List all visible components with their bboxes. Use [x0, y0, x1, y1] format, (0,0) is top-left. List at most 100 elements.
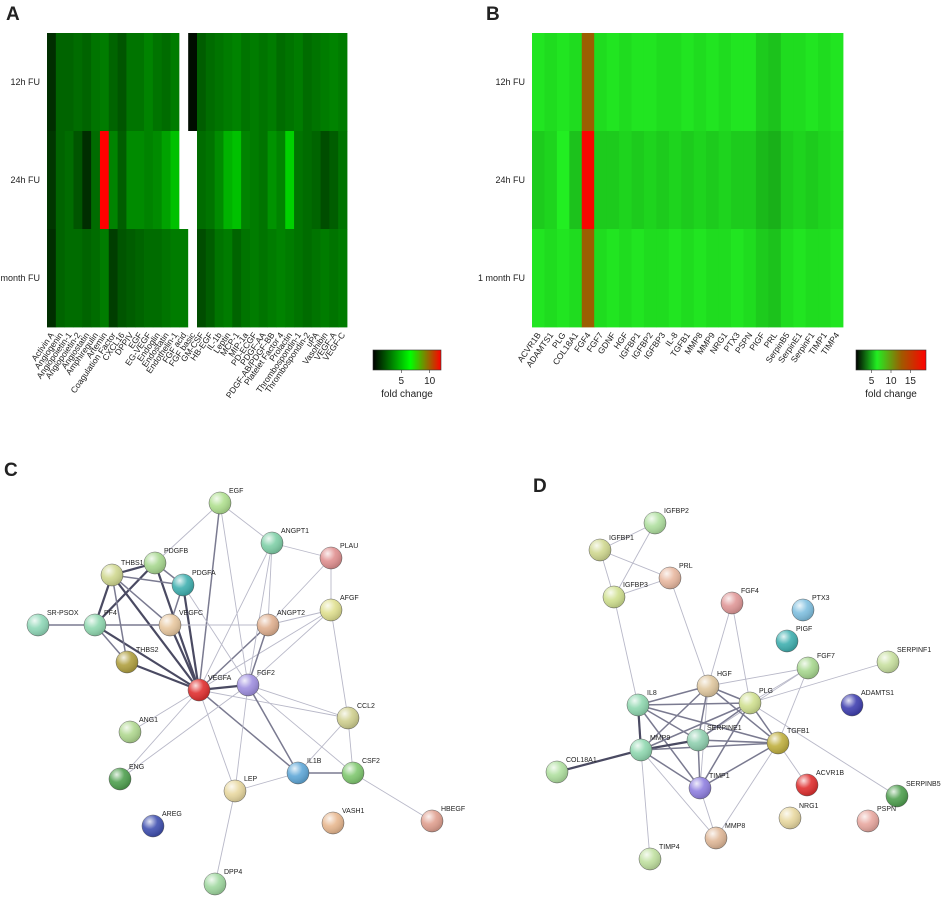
- edge: [330, 609, 349, 719]
- node-label: ACVR1B: [816, 770, 844, 777]
- heatmap-cell: [693, 33, 707, 132]
- heatmap-cell: [681, 131, 695, 230]
- node-shine: [322, 812, 344, 834]
- node-label: FGF7: [817, 653, 835, 660]
- heatmap-cell: [285, 33, 295, 132]
- node-shine: [603, 586, 625, 608]
- heatmap-cell: [656, 131, 670, 230]
- node-label: HBEGF: [441, 806, 465, 813]
- heatmap-cell: [302, 131, 313, 230]
- node-label: PSPN: [877, 806, 896, 813]
- edge: [111, 574, 128, 663]
- heatmap-cell: [126, 229, 136, 328]
- node-shine: [776, 630, 798, 652]
- heatmap-cell: [241, 229, 251, 328]
- node-label: IGFBP1: [609, 535, 634, 542]
- row-label: 1 month FU: [0, 273, 40, 283]
- node-shine: [589, 539, 611, 561]
- node-shine: [27, 614, 49, 636]
- heatmap-cell: [126, 33, 136, 132]
- heatmap-cell: [47, 33, 57, 132]
- heatmap-cell: [656, 33, 670, 132]
- edge: [637, 704, 779, 744]
- heatmap-cell: [743, 131, 757, 230]
- panel-label: D: [533, 476, 547, 497]
- node-shine: [261, 532, 283, 554]
- heatmap-cell: [768, 131, 782, 230]
- heatmap-cell: [544, 33, 558, 132]
- edge: [168, 624, 201, 691]
- node-label: PTX3: [812, 595, 830, 602]
- heatmap-cell: [64, 131, 74, 230]
- heatmap-cell: [805, 33, 819, 132]
- heatmap-cell: [681, 229, 695, 328]
- heatmap-cell: [619, 229, 632, 328]
- colorbar: [855, 349, 927, 371]
- node-shine: [705, 827, 727, 849]
- heatmap-cell: [731, 33, 744, 132]
- heatmap-cell: [108, 131, 118, 230]
- heatmap-cell: [47, 131, 57, 230]
- node-label: ADAMTS1: [861, 690, 894, 697]
- heatmap-cell: [126, 131, 136, 230]
- heatmap-cell: [179, 229, 189, 328]
- heatmap-cell: [108, 229, 118, 328]
- heatmap-cell: [302, 229, 313, 328]
- node-label: EGF: [229, 488, 243, 495]
- heatmap-cell: [338, 229, 348, 328]
- node-shine: [144, 552, 166, 574]
- heatmap-cell: [73, 131, 83, 230]
- heatmap-cell: [294, 33, 304, 132]
- heatmap-cell: [232, 131, 242, 230]
- heatmap-cell: [267, 33, 277, 132]
- edge: [198, 609, 332, 691]
- heatmap-cell: [267, 131, 277, 230]
- heatmap-cell: [594, 33, 608, 132]
- edge: [637, 685, 709, 706]
- heatmap-cell: [285, 131, 295, 230]
- heatmap-cell: [755, 131, 769, 230]
- heatmap-cell: [241, 33, 251, 132]
- edge: [247, 609, 332, 686]
- node-label: CCL2: [357, 703, 375, 710]
- heatmap-cell: [161, 131, 171, 230]
- node-shine: [779, 807, 801, 829]
- node-shine: [224, 780, 246, 802]
- heatmap-cell: [718, 229, 732, 328]
- heatmap-cell: [805, 131, 819, 230]
- heatmap-cell: [606, 33, 620, 132]
- heatmap-cell: [631, 229, 645, 328]
- node-label: VEGFC: [179, 610, 203, 617]
- heatmap-cell: [55, 33, 66, 132]
- heatmap-cell: [581, 33, 595, 132]
- heatmap-cell: [117, 131, 127, 230]
- heatmap-cell: [135, 229, 145, 328]
- heatmap-cell: [320, 33, 330, 132]
- colorbar-tick-label: 10: [885, 376, 897, 387]
- heatmap-cell: [793, 131, 807, 230]
- heatmap-cell: [656, 229, 670, 328]
- colorbar-title: fold change: [865, 389, 917, 400]
- node-label: NRG1: [799, 803, 819, 810]
- node-shine: [721, 592, 743, 614]
- edge: [637, 704, 699, 741]
- heatmap-cell: [267, 229, 277, 328]
- edge: [749, 702, 898, 797]
- heatmap-cell: [152, 33, 163, 132]
- heatmap-cell: [731, 229, 744, 328]
- node-shine: [287, 762, 309, 784]
- node-label: PLG: [759, 688, 773, 695]
- heatmap-cell: [329, 131, 339, 230]
- heatmap-cell: [117, 33, 127, 132]
- heatmap-cell: [170, 33, 180, 132]
- node-label: ANG1: [139, 717, 158, 724]
- heatmap-cell: [223, 229, 233, 328]
- node-shine: [84, 614, 106, 636]
- heatmap-cell: [755, 33, 769, 132]
- node-shine: [644, 512, 666, 534]
- colorbar-tick-label: 15: [905, 376, 917, 387]
- node-shine: [172, 574, 194, 596]
- node-shine: [627, 694, 649, 716]
- edge: [640, 685, 709, 751]
- edge: [669, 577, 709, 687]
